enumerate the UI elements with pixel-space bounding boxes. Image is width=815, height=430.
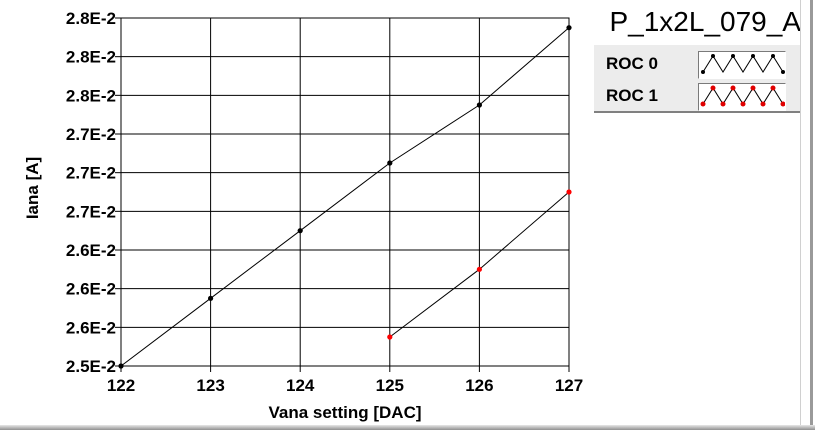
y-tick-label: 2.6E-2 (66, 318, 116, 337)
data-point-roc1 (566, 189, 572, 195)
y-tick-label: 2.7E-2 (66, 125, 116, 144)
data-point-roc0 (208, 295, 214, 301)
x-tick-label: 127 (555, 376, 583, 395)
y-tick-label: 2.6E-2 (66, 280, 116, 299)
x-tick-label: 124 (286, 376, 315, 395)
x-tick-label: 126 (465, 376, 493, 395)
data-point-roc0 (297, 228, 303, 234)
data-point-roc0 (476, 102, 482, 108)
y-axis-ticks: 2.8E-2 2.8E-2 2.8E-2 2.7E-2 2.7E-2 2.7E-2 2.6E… (66, 9, 121, 376)
y-tick-label: 2.8E-2 (66, 48, 116, 67)
x-tick-label: 122 (107, 376, 135, 395)
y-tick-label: 2.8E-2 (66, 86, 116, 105)
plot-area (120, 17, 570, 367)
legend-item-roc0: ROC 0 (594, 47, 802, 79)
y-tick-label: 2.8E-2 (66, 9, 116, 28)
legend-swatch-roc1 (698, 83, 786, 111)
y-tick-label: 2.5E-2 (66, 357, 116, 376)
legend-zigzag-icon (701, 54, 785, 74)
y-tick-label: 2.6E-2 (66, 241, 116, 260)
series-line-roc0 (120, 27, 570, 367)
chart-title: P_1x2L_079_A (609, 6, 801, 37)
legend-label-roc1: ROC 1 (606, 86, 658, 105)
legend-label-roc0: ROC 0 (606, 54, 658, 73)
series-layer (118, 25, 572, 369)
x-axis-ticks: 122 123 124 125 126 127 (107, 366, 583, 395)
window-frame-bottom (0, 425, 815, 430)
window-frame-edge (810, 0, 813, 430)
x-axis-label: Vana setting [DAC] (268, 403, 421, 422)
data-point-roc1 (476, 266, 482, 272)
y-tick-label: 2.7E-2 (66, 202, 116, 221)
data-point-roc0 (566, 25, 572, 31)
legend: ROC 0 ROC 1 (594, 45, 804, 113)
legend-zigzag-icon (700, 85, 786, 107)
y-tick-label: 2.7E-2 (66, 164, 116, 183)
legend-swatch-roc0 (698, 51, 786, 79)
grid (120, 17, 570, 367)
x-tick-label: 125 (376, 376, 404, 395)
y-axis-label: Iana [A] (23, 157, 42, 219)
legend-item-roc1: ROC 1 (594, 79, 802, 111)
x-tick-label: 123 (196, 376, 224, 395)
data-point-roc1 (387, 334, 393, 340)
data-point-roc0 (387, 160, 393, 166)
